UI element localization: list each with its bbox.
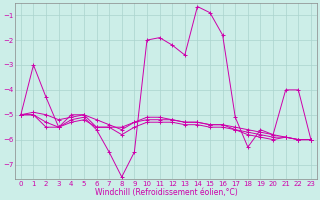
X-axis label: Windchill (Refroidissement éolien,°C): Windchill (Refroidissement éolien,°C) <box>94 188 237 197</box>
